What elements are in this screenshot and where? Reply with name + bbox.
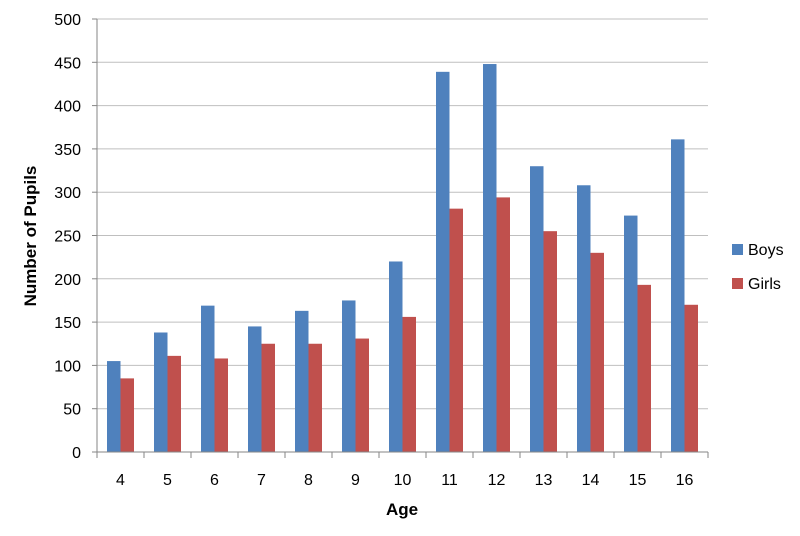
bar-girls-age-7 bbox=[261, 343, 275, 452]
y-tick-label: 150 bbox=[54, 315, 81, 332]
bar-boys-age-9 bbox=[342, 300, 356, 452]
y-tick-labels: 0 50 100 150 200 250 300 350 400 450 500 bbox=[54, 12, 81, 462]
y-axis-title: Number of Pupils bbox=[21, 166, 40, 307]
axes bbox=[92, 18, 709, 458]
legend-swatch-girls bbox=[732, 278, 743, 289]
bar-girls-age-15 bbox=[637, 284, 651, 452]
gridlines bbox=[97, 18, 708, 410]
bars bbox=[107, 64, 698, 453]
y-tick-label: 100 bbox=[54, 358, 81, 375]
bar-girls-age-14 bbox=[590, 252, 604, 452]
x-tick-label: 12 bbox=[488, 472, 506, 489]
y-tick-label: 450 bbox=[54, 55, 81, 72]
bar-boys-age-13 bbox=[530, 166, 544, 452]
bar-girls-age-12 bbox=[496, 197, 510, 452]
bar-girls-age-8 bbox=[308, 343, 322, 452]
bar-boys-age-5 bbox=[154, 332, 168, 452]
legend-swatch-boys bbox=[732, 244, 743, 255]
x-tick-label: 6 bbox=[210, 472, 219, 489]
bar-girls-age-4 bbox=[120, 378, 134, 452]
y-tick-label: 500 bbox=[54, 12, 81, 29]
x-tick-label: 15 bbox=[629, 472, 647, 489]
bar-girls-age-13 bbox=[543, 231, 557, 452]
x-tick-label: 5 bbox=[163, 472, 172, 489]
y-tick-label: 250 bbox=[54, 229, 81, 246]
legend-label-boys: Boys bbox=[748, 242, 784, 259]
y-tick-label: 350 bbox=[54, 142, 81, 159]
bar-boys-age-15 bbox=[624, 215, 638, 452]
bar-girls-age-6 bbox=[214, 358, 228, 452]
bar-boys-age-7 bbox=[248, 326, 262, 452]
x-tick-label: 11 bbox=[441, 472, 458, 489]
y-tick-label: 200 bbox=[54, 272, 81, 289]
y-tick-label: 400 bbox=[54, 99, 81, 116]
x-tick-label: 8 bbox=[304, 472, 313, 489]
bar-boys-age-6 bbox=[201, 305, 215, 452]
x-tick-label: 7 bbox=[257, 472, 266, 489]
bar-girls-age-9 bbox=[355, 338, 369, 452]
legend: Boys Girls bbox=[732, 242, 784, 293]
x-axis-title: Age bbox=[386, 500, 418, 519]
y-tick-label: 300 bbox=[54, 185, 81, 202]
x-tick-labels: 4 5 6 7 8 9 10 11 12 13 14 15 16 bbox=[116, 472, 693, 489]
bar-girls-age-16 bbox=[684, 304, 698, 452]
x-tick-label: 9 bbox=[351, 472, 360, 489]
x-tick-label: 4 bbox=[116, 472, 125, 489]
y-tick-label: 0 bbox=[72, 445, 81, 462]
bar-boys-age-12 bbox=[483, 64, 497, 453]
x-tick-label: 14 bbox=[582, 472, 600, 489]
bar-boys-age-16 bbox=[671, 139, 685, 452]
x-tick-label: 13 bbox=[535, 472, 553, 489]
x-tick-label: 16 bbox=[676, 472, 694, 489]
bar-boys-age-10 bbox=[389, 261, 403, 452]
bar-boys-age-8 bbox=[295, 310, 309, 452]
bar-girls-age-11 bbox=[449, 208, 463, 452]
legend-label-girls: Girls bbox=[748, 276, 781, 293]
bar-girls-age-10 bbox=[402, 316, 416, 452]
bar-boys-age-11 bbox=[436, 71, 450, 453]
y-tick-label: 50 bbox=[63, 402, 81, 419]
bar-boys-age-14 bbox=[577, 185, 591, 452]
x-tick-label: 10 bbox=[394, 472, 412, 489]
bar-boys-age-4 bbox=[107, 361, 121, 452]
bar-girls-age-5 bbox=[167, 355, 181, 452]
